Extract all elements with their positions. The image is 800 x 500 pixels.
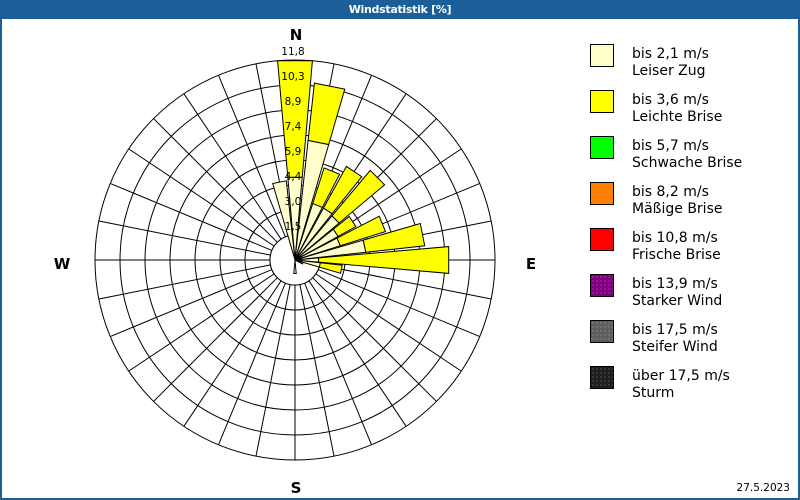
wind-bar-segment (318, 246, 450, 274)
grid-spoke (183, 93, 282, 240)
legend-swatch (590, 274, 614, 297)
wind-bar-segment (293, 259, 297, 274)
radial-tick-label: 8,9 (284, 96, 302, 108)
window-title: Windstatistik [%] (348, 3, 452, 16)
wind-bar-segment (312, 167, 341, 209)
grid-spoke (308, 280, 407, 427)
date-label: 27.5.2023 (736, 482, 790, 494)
grid-spoke (110, 269, 273, 337)
radial-tick-label: 10,3 (281, 71, 305, 83)
wind-bar-segment (272, 180, 296, 261)
wind-bar-segment (277, 60, 313, 178)
legend-speed: bis 5,7 m/s (632, 138, 709, 154)
grid-spoke (153, 118, 278, 243)
wind-bar-segment (318, 262, 343, 274)
legend-speed: bis 2,1 m/s (632, 46, 709, 62)
legend-swatch (590, 228, 614, 251)
wind-bar-segment (331, 169, 386, 224)
wind-bar-segment (322, 165, 363, 215)
legend-speed: bis 8,2 m/s (632, 184, 709, 200)
legend-swatch (590, 136, 614, 159)
legend-speed: bis 13,9 m/s (632, 276, 718, 292)
radial-tick-label: 11,8 (281, 46, 305, 58)
grid-spoke (315, 273, 462, 372)
grid-spoke (110, 183, 273, 251)
grid-spoke (98, 264, 271, 300)
grid-ring (94, 59, 496, 461)
grid-spoke (312, 277, 437, 402)
compass-label-north: N (289, 26, 303, 44)
legend-speed: über 17,5 m/s (632, 368, 730, 384)
wind-rose-bars (272, 60, 450, 274)
legend-class: Leichte Brise (632, 109, 723, 125)
grid-spoke (304, 282, 372, 445)
grid-spoke (153, 277, 278, 402)
legend-swatch (590, 320, 614, 343)
legend-class: Schwache Brise (632, 155, 743, 171)
radial-tick-label: 4,4 (284, 171, 302, 183)
legend-swatch (590, 182, 614, 205)
grid-spoke (128, 273, 275, 372)
legend-class: Leiser Zug (632, 63, 706, 79)
wind-bar-segment (332, 215, 357, 238)
radial-tick-label: 1,5 (284, 221, 302, 233)
legend-speed: bis 17,5 m/s (632, 322, 718, 338)
grid-spoke (317, 269, 480, 337)
compass-label-east: E (525, 255, 537, 273)
wind-bar-segment (336, 215, 387, 247)
grid-spoke (218, 75, 286, 238)
grid-spoke (128, 148, 275, 247)
grid-spoke (183, 280, 282, 427)
compass-label-west: W (53, 255, 71, 273)
grid-spoke (299, 284, 335, 457)
grid-spoke (255, 284, 291, 457)
wind-bar-segment (362, 222, 426, 253)
legend-class: Sturm (632, 385, 675, 401)
legend-swatch (590, 90, 614, 113)
radial-tick-label: 5,9 (284, 146, 302, 158)
legend-speed: bis 10,8 m/s (632, 230, 718, 246)
legend-class: Frische Brise (632, 247, 721, 263)
wind-bar-segment (307, 82, 346, 146)
grid-spoke (218, 282, 286, 445)
radial-tick-label: 7,4 (284, 121, 302, 133)
compass-label-south: S (290, 479, 302, 497)
legend-swatch (590, 366, 614, 389)
radial-tick-label: 3,0 (284, 196, 302, 208)
legend-swatch (590, 44, 614, 67)
legend-speed: bis 3,6 m/s (632, 92, 709, 108)
grid-spoke (98, 220, 271, 256)
legend-class: Mäßige Brise (632, 201, 723, 217)
legend-class: Starker Wind (632, 293, 723, 309)
wind-bar-segment (294, 259, 304, 265)
title-bar: Windstatistik [%] (2, 0, 798, 19)
grid-spoke (319, 264, 492, 300)
legend-class: Steifer Wind (632, 339, 718, 355)
